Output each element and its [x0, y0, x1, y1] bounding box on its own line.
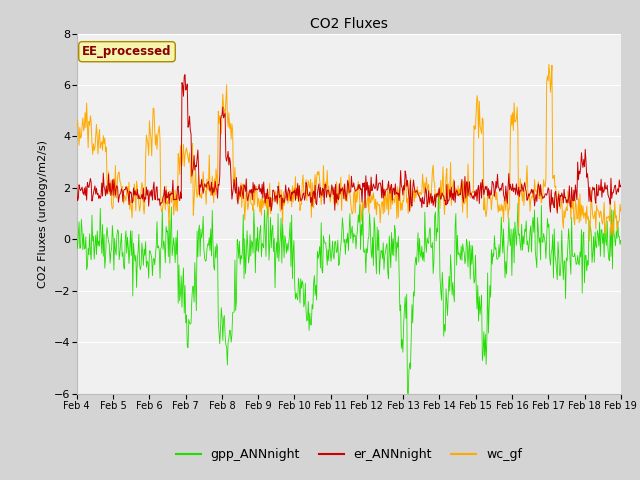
Text: EE_processed: EE_processed [82, 45, 172, 58]
Title: CO2 Fluxes: CO2 Fluxes [310, 17, 388, 31]
Y-axis label: CO2 Fluxes (urology/m2/s): CO2 Fluxes (urology/m2/s) [38, 140, 49, 288]
Legend: gpp_ANNnight, er_ANNnight, wc_gf: gpp_ANNnight, er_ANNnight, wc_gf [171, 443, 527, 466]
